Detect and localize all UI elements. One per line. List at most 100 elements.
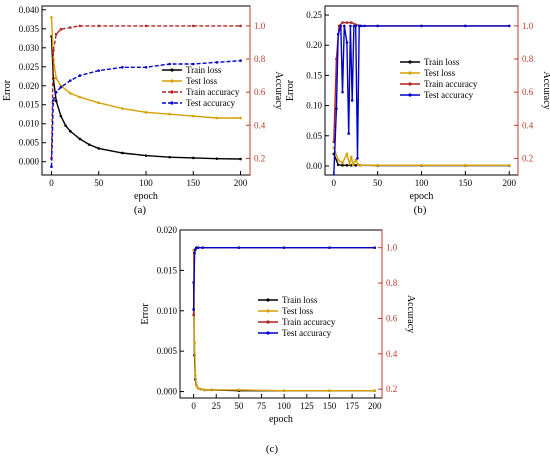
y2-tick-label: 0.2 xyxy=(386,384,397,394)
data-point xyxy=(354,158,358,162)
data-point xyxy=(341,164,344,167)
legend-marker xyxy=(408,71,412,75)
legend-label: Train loss xyxy=(424,57,460,67)
data-point xyxy=(97,24,101,28)
data-point xyxy=(420,164,423,167)
legend-label: Test accuracy xyxy=(186,98,236,108)
x-tick-label: 100 xyxy=(139,178,153,188)
y-tick-label: 0.000 xyxy=(19,157,40,167)
y2-tick-label: 0.2 xyxy=(254,153,265,163)
series-group xyxy=(332,21,511,175)
y-tick-label: 0.010 xyxy=(19,119,40,129)
data-point xyxy=(239,157,242,161)
data-point xyxy=(196,387,200,390)
x-tick-label: 100 xyxy=(277,401,291,411)
data-point xyxy=(345,164,349,167)
y-tick-label: 0.05 xyxy=(306,131,322,141)
x-tick-label: 175 xyxy=(345,401,359,411)
data-point xyxy=(349,24,352,28)
x-tick-label: 150 xyxy=(187,178,201,188)
data-point xyxy=(195,246,198,249)
data-point xyxy=(347,132,350,135)
data-point xyxy=(87,143,91,146)
data-point xyxy=(69,79,72,82)
y-axis-label: Error xyxy=(285,79,296,101)
y2-tick-label: 1.0 xyxy=(522,21,534,31)
y-tick-label: 0.25 xyxy=(306,10,322,20)
data-point xyxy=(144,111,148,114)
legend-marker xyxy=(170,79,174,83)
legend-marker xyxy=(408,60,412,64)
y2-tick-label: 0.8 xyxy=(522,54,534,64)
data-point xyxy=(507,24,511,28)
data-point xyxy=(239,24,242,28)
y2-axis-label: Accuracy xyxy=(405,295,416,333)
data-point xyxy=(121,107,124,110)
data-point xyxy=(376,24,379,28)
y2-tick-label: 0.6 xyxy=(522,87,534,97)
y2-tick-label: 0.4 xyxy=(386,349,398,359)
data-point xyxy=(191,156,195,160)
data-point xyxy=(191,62,195,66)
data-point xyxy=(328,246,331,249)
y-tick-label: 0.15 xyxy=(306,70,322,80)
data-point xyxy=(199,387,203,391)
data-point xyxy=(336,158,340,162)
series-line-3 xyxy=(50,25,241,159)
y-tick-label: 0.10 xyxy=(306,101,322,111)
series-line-1 xyxy=(333,153,510,167)
data-point xyxy=(54,90,58,94)
y-tick-label: 0.020 xyxy=(157,225,178,235)
data-point xyxy=(97,69,101,72)
data-point xyxy=(336,32,340,36)
series-line-4 xyxy=(333,25,510,175)
data-point xyxy=(464,24,467,28)
data-point xyxy=(237,246,241,249)
x-tick-label: 150 xyxy=(323,401,337,411)
x-axis-label: epoch xyxy=(269,414,293,425)
y-tick-label: 0.005 xyxy=(157,346,178,356)
legend-marker xyxy=(408,93,412,97)
x-tick-label: 0 xyxy=(49,178,54,188)
x-tick-label: 200 xyxy=(502,178,516,188)
data-point xyxy=(64,124,67,127)
data-point xyxy=(144,154,148,157)
data-point xyxy=(69,26,72,29)
legend-marker xyxy=(266,298,270,302)
data-point xyxy=(193,251,196,255)
data-point xyxy=(354,164,358,167)
data-point xyxy=(78,137,82,141)
y2-axis-label: Accuracy xyxy=(273,71,284,109)
data-point xyxy=(191,114,195,118)
series-line-2 xyxy=(333,147,510,167)
data-point xyxy=(420,24,423,28)
data-point xyxy=(203,388,206,392)
panel-label: (b) xyxy=(414,204,427,216)
data-point xyxy=(168,112,171,116)
data-point xyxy=(345,41,349,44)
legend-label: Test loss xyxy=(424,68,456,78)
legend-marker xyxy=(170,101,174,105)
x-tick-label: 200 xyxy=(368,401,382,411)
legend-label: Test loss xyxy=(186,76,218,86)
chart-panel-3: 0 25 50 75 100 125 150 175 200 0.000 0.005 0.010 0.0… xyxy=(140,225,416,455)
data-point xyxy=(201,246,204,249)
y2-tick-label: 0.8 xyxy=(386,278,398,288)
data-point xyxy=(350,21,353,24)
data-point xyxy=(354,24,358,28)
y-axis-label: Error xyxy=(2,79,13,101)
data-point xyxy=(194,374,197,377)
legend-label: Train loss xyxy=(282,295,318,305)
data-point xyxy=(341,90,344,94)
data-point xyxy=(121,151,124,155)
data-point xyxy=(350,99,354,102)
y-tick-label: 0.035 xyxy=(19,24,40,34)
legend-label: Test loss xyxy=(282,306,314,316)
panel-label: (a) xyxy=(134,204,147,216)
data-point xyxy=(121,66,124,69)
data-point xyxy=(335,107,338,111)
x-tick-label: 75 xyxy=(257,401,267,411)
legend-marker xyxy=(408,82,412,86)
data-point xyxy=(339,24,343,28)
